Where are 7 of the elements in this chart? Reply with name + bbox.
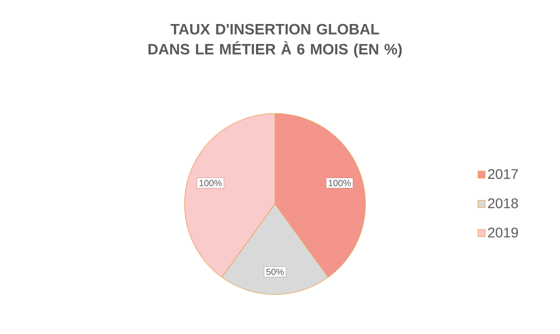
legend-label: 2018 bbox=[488, 198, 518, 208]
data-label: 100% bbox=[200, 180, 222, 186]
chart-title: TAUX D'INSERTION GLOBAL DANS LE MÉTIER À 6 MOIS (EN %) bbox=[148, 24, 402, 58]
legend-label: 2019 bbox=[488, 228, 518, 238]
data-label: 100% bbox=[328, 180, 351, 186]
legend-label: 2017 bbox=[488, 169, 518, 179]
data-label: 50% bbox=[266, 268, 284, 276]
